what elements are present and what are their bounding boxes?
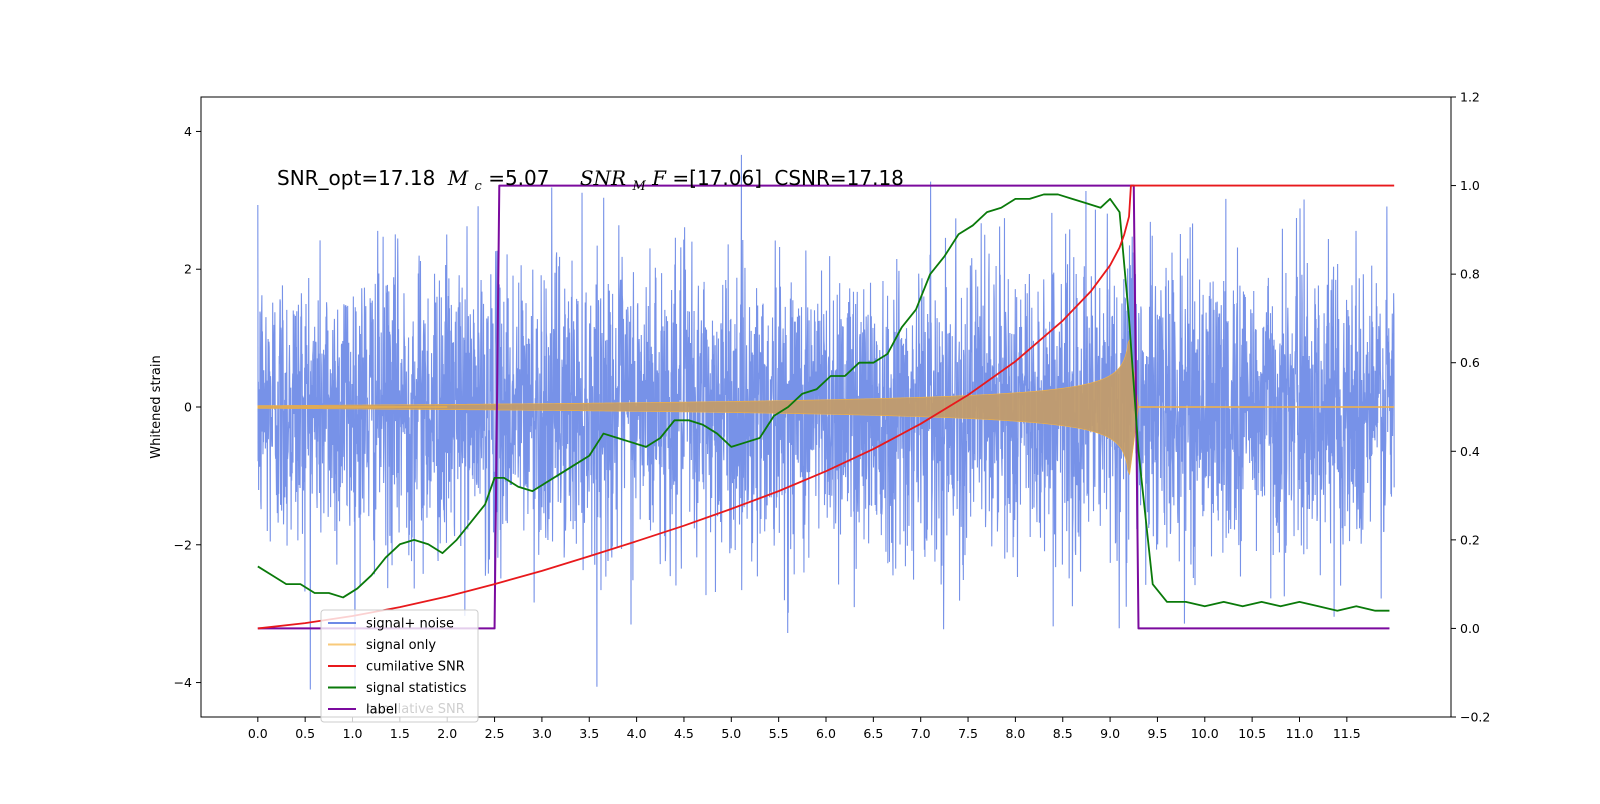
x-tick-label: 8.5 <box>1053 726 1073 741</box>
x-tick-label: 9.0 <box>1100 726 1120 741</box>
y-tick-label: −4 <box>174 675 192 690</box>
annotation-snr-mf-tail: F <box>651 166 667 190</box>
legend-box <box>320 609 479 723</box>
x-tick-label: 11.0 <box>1286 726 1314 741</box>
legend-label: signal+ noise <box>366 617 454 632</box>
x-tick-label: 0.5 <box>295 726 315 741</box>
x-tick-label: 10.0 <box>1191 726 1219 741</box>
x-tick-label: 3.5 <box>579 726 599 741</box>
annotation-snr-mf-value: =[17.06] <box>672 166 762 190</box>
y-axis-title: Whitened strain <box>149 355 164 458</box>
y2-tick-label: 1.2 <box>1460 90 1480 105</box>
annotation-mc-value: =5.07 <box>488 166 549 190</box>
y2-tick-label: 0.6 <box>1460 355 1480 370</box>
legend-overflow-text: cumilative SNR <box>366 702 465 717</box>
x-axis: 0.0 0.5 1.0 1.5 2.0 2.5 3.0 3.5 4.0 4.5 5.0 5.5 6.0 6… <box>248 717 1361 741</box>
legend-label: signal only <box>366 638 436 653</box>
x-tick-label: 2.0 <box>437 726 457 741</box>
x-tick-label: 8.0 <box>1005 726 1025 741</box>
x-tick-label: 5.5 <box>769 726 789 741</box>
x-tick-label: 1.5 <box>390 726 410 741</box>
x-tick-label: 6.0 <box>816 726 836 741</box>
y-axis-left: −4 −2 0 2 4 <box>174 124 201 690</box>
signal-only-series <box>257 338 1395 476</box>
signal-only-band <box>257 338 1139 476</box>
y-axis-right: −0.2 0.0 0.2 0.4 0.6 0.8 1.0 1.2 <box>1451 90 1490 725</box>
annotation-csnr: CSNR=17.18 <box>774 166 904 190</box>
chart-annotation: SNR_opt=17.18 M c =5.07 SNR M F =[17.06]… <box>277 166 904 195</box>
y2-tick-label: 0.2 <box>1460 532 1480 547</box>
y2-tick-label: 0.4 <box>1460 444 1480 459</box>
annotation-mc-subscript: c <box>475 179 483 194</box>
legend-label: label <box>366 703 397 718</box>
y2-tick-label: −0.2 <box>1460 710 1490 725</box>
annotation-snr-mf-subscript: M <box>631 179 646 194</box>
x-tick-label: 5.0 <box>721 726 741 741</box>
signal-statistics-line <box>257 193 1390 612</box>
x-tick-label: 3.0 <box>532 726 552 741</box>
cumulative-snr-series <box>257 184 1395 630</box>
x-tick-label: 11.5 <box>1333 726 1361 741</box>
x-tick-label: 7.5 <box>958 726 978 741</box>
annotation-mc-symbol: M <box>447 166 469 190</box>
cumulative-snr-line <box>257 184 1395 630</box>
y-tick-label: 4 <box>184 124 192 139</box>
signal-statistics-series <box>257 193 1390 612</box>
legend-label: signal statistics <box>366 681 467 696</box>
legend: cumilative SNR signal+ noise signal only c… <box>320 609 479 723</box>
x-tick-label: 2.5 <box>485 726 505 741</box>
annotation-snr-mf-symbol: SNR <box>580 166 626 190</box>
x-tick-label: 10.5 <box>1238 726 1266 741</box>
annotation-snr-opt: SNR_opt=17.18 <box>277 166 435 190</box>
x-tick-label: 7.0 <box>911 726 931 741</box>
y-tick-label: −2 <box>174 537 192 552</box>
x-tick-label: 6.5 <box>863 726 883 741</box>
x-tick-label: 0.0 <box>248 726 268 741</box>
y-tick-label: 2 <box>184 262 192 277</box>
legend-label: cumilative SNR <box>366 660 465 675</box>
y2-tick-label: 0.8 <box>1460 267 1480 282</box>
x-tick-label: 4.5 <box>674 726 694 741</box>
x-tick-label: 4.0 <box>627 726 647 741</box>
x-tick-label: 9.5 <box>1147 726 1167 741</box>
y2-tick-label: 0.0 <box>1460 621 1480 636</box>
y-tick-label: 0 <box>184 400 192 415</box>
x-tick-label: 1.0 <box>343 726 363 741</box>
y2-tick-label: 1.0 <box>1460 178 1480 193</box>
